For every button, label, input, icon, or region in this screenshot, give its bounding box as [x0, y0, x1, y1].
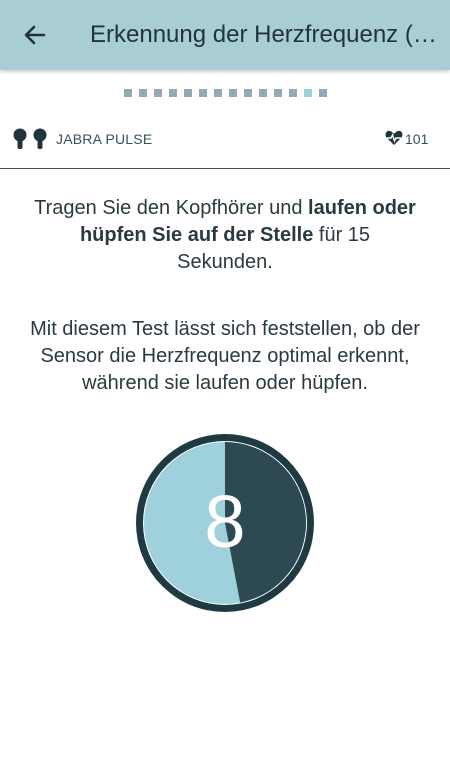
page-title: Erkennung der Herzfrequenz (…: [90, 21, 437, 48]
progress-dot: [273, 89, 282, 97]
device-row: JABRA PULSE 101: [0, 126, 450, 152]
progress-dot: [168, 89, 177, 97]
info-text: Mit diesem Test lässt sich feststellen, …: [30, 318, 420, 394]
progress-dot: [258, 89, 267, 97]
progress-dot: [123, 89, 132, 97]
instruction-part2: für 15 Sekunden.: [177, 224, 371, 273]
instruction-bold: laufen oder hüpfen Sie auf der Stelle: [79, 197, 416, 246]
progress-dot: [138, 89, 147, 97]
earbuds-icon: [13, 128, 47, 149]
progress-dot: [318, 89, 327, 97]
step-progress-dots: [0, 89, 450, 97]
instruction-text: Tragen Sie den Kopfhörer und laufen oder…: [30, 195, 420, 276]
heart-rate-icon: [385, 130, 403, 145]
progress-dot: [153, 89, 162, 97]
progress-dot: [288, 89, 297, 97]
progress-dot: [228, 89, 237, 97]
countdown-timer: [136, 434, 314, 612]
progress-dot: [183, 89, 192, 97]
heart-rate-value: 101: [405, 131, 429, 147]
divider: [0, 168, 450, 169]
progress-dot: [303, 89, 312, 97]
app-bar: Erkennung der Herzfrequenz (…: [0, 0, 450, 70]
countdown-number: 8: [204, 480, 246, 563]
progress-dot: [243, 89, 252, 97]
arrow-left-icon[interactable]: [20, 20, 50, 50]
instruction-part1: Tragen Sie den Kopfhörer und: [34, 197, 309, 219]
timer-elapsed: [225, 442, 307, 603]
progress-dot: [198, 89, 207, 97]
device-name: JABRA PULSE: [56, 131, 153, 147]
progress-dot: [213, 89, 222, 97]
